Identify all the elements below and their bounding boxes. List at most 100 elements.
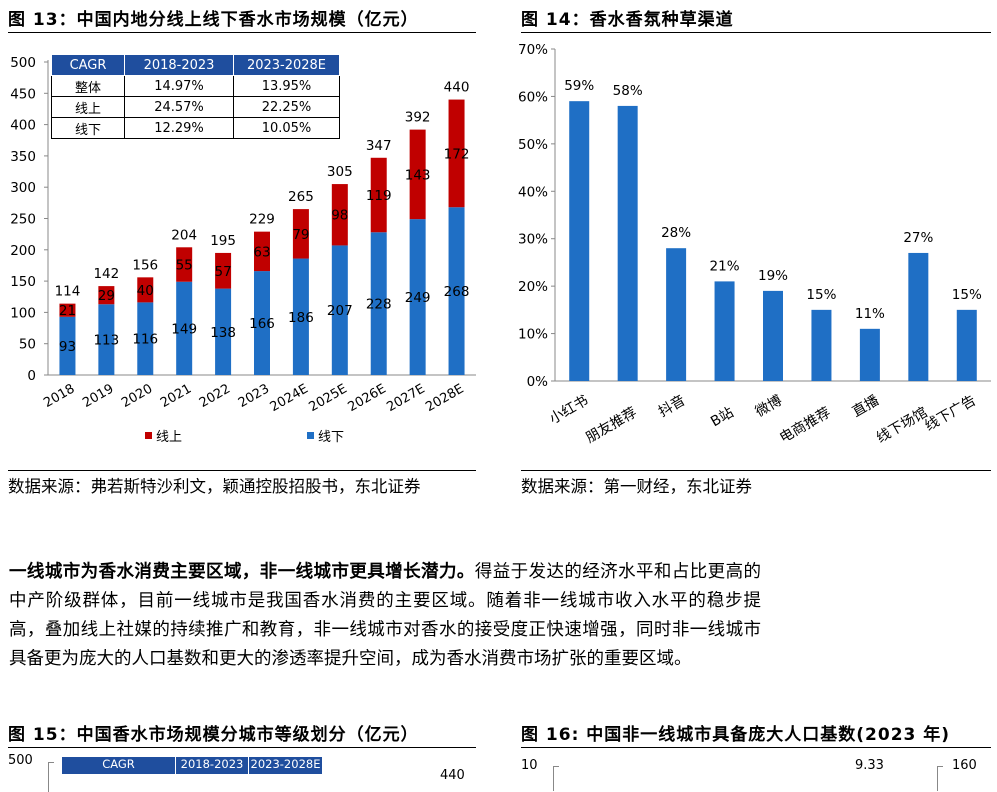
bar-online: [176, 247, 193, 282]
fig15-title-rule: [8, 747, 476, 748]
y-tick-label: 250: [10, 212, 36, 228]
cagr-cell: 12.29%: [124, 117, 234, 139]
fig16-right-axis-line: [937, 766, 938, 791]
data-label-total: 156: [132, 257, 158, 273]
data-label-total: 347: [366, 138, 392, 154]
fig15-cagr-header: CAGR: [62, 757, 176, 774]
x-tick-label: 2028E: [423, 381, 466, 415]
x-tick-label: 2020: [119, 381, 155, 411]
data-label-online: 21: [59, 303, 76, 319]
body-paragraph: 一线城市为香水消费主要区域，非一线城市更具增长潜力。得益于发达的经济水平和占比更…: [9, 558, 761, 674]
data-label-offline: 186: [288, 310, 314, 326]
bar-offline: [448, 207, 465, 375]
data-label-total: 114: [55, 284, 81, 300]
data-label-online: 29: [98, 288, 115, 304]
data-label-total: 229: [249, 212, 275, 228]
fig15-axis-top-label: 500: [8, 753, 33, 768]
paragraph-body: 得益于发达的经济水平和占比更高的中产阶级群体，目前一线城市是我国香水消费的主要区…: [9, 562, 761, 669]
data-label-online: 63: [253, 244, 270, 260]
data-label-online: 172: [444, 146, 470, 162]
bar: [617, 105, 638, 382]
data-label-online: 98: [331, 208, 348, 224]
bar: [956, 309, 977, 381]
y-tick-label: 30%: [518, 232, 548, 248]
cagr-cell: 14.97%: [124, 75, 234, 97]
data-label-total: 195: [210, 233, 236, 249]
cagr-header: CAGR: [51, 54, 125, 76]
bar-online: [292, 209, 309, 259]
fig13-title: 图 13：中国内地分线上线下香水市场规模（亿元）: [8, 10, 419, 30]
fig15-value-label: 440: [440, 768, 465, 783]
fig14-bar-chart: 0% 10% 20% 30% 40% 50% 60% 70% 59% 小红书 58% 朋友推荐 28% 抖…: [518, 42, 991, 447]
x-tick-label: 抖音: [655, 392, 688, 421]
fig16-value-label: 9.33: [855, 758, 884, 773]
y-tick-label: 50: [19, 337, 36, 353]
fig16-left-axis-top-label: 10: [521, 758, 538, 773]
fig13-source: 数据来源：弗若斯特沙利文，颖通控股招股书，东北证券: [8, 477, 421, 496]
fig15-title: 图 15：中国香水市场规模分城市等级划分（亿元）: [8, 725, 419, 745]
y-tick-label: 10%: [518, 327, 548, 343]
data-label-total: 204: [171, 227, 197, 243]
bar-online: [409, 129, 426, 220]
bar: [908, 252, 929, 381]
bar-online: [59, 303, 76, 317]
y-tick-label: 100: [10, 305, 36, 321]
y-tick-label: 40%: [518, 184, 548, 200]
x-tick-label: 电商推荐: [777, 405, 833, 447]
data-label-offline: 113: [93, 333, 119, 349]
x-tick-label: 2025E: [307, 381, 350, 415]
bar-offline: [409, 219, 426, 375]
data-label-online: 40: [137, 283, 154, 299]
bar-online: [137, 277, 154, 303]
bar-online: [331, 184, 348, 246]
fig13-bottom-rule: [8, 470, 476, 471]
y-tick-label: 200: [10, 243, 36, 259]
fig13-title-rule: [8, 32, 476, 33]
y-tick-label: 50%: [518, 137, 548, 153]
cagr-header: 2018-2023: [124, 54, 234, 76]
bar-offline: [176, 281, 193, 375]
x-tick-label: 2021: [158, 381, 194, 411]
fig15-cagr-header: 2018-2023: [176, 757, 249, 774]
legend-swatch-offline: [307, 432, 314, 439]
data-label: 15%: [806, 287, 836, 303]
fig14-bottom-rule: [521, 470, 991, 471]
data-label-offline: 149: [171, 321, 197, 337]
data-label-offline: 207: [327, 303, 353, 319]
y-tick-label: 70%: [518, 42, 548, 58]
data-label: 59%: [564, 78, 594, 94]
bar-offline: [215, 288, 232, 375]
bar-offline: [137, 302, 154, 375]
cagr-cell: 线上: [51, 96, 125, 118]
x-tick-label: 2018: [41, 381, 77, 411]
x-tick-label: 小红书: [547, 393, 591, 428]
x-tick-label: 2026E: [345, 381, 388, 415]
bar: [763, 290, 783, 381]
fig13-stacked-bar-chart: 0 50 100 150 200 250 300 350 400 450 500 93 21 114 201…: [10, 55, 476, 445]
data-label-online: 57: [214, 264, 231, 280]
fig16-right-axis-tick: [937, 766, 943, 767]
x-tick-label: 直播: [849, 392, 882, 421]
data-label: 27%: [903, 230, 933, 246]
bar-online: [448, 99, 465, 208]
y-tick-label: 500: [10, 55, 36, 71]
y-tick-label: 350: [10, 149, 36, 165]
data-label-offline: 116: [132, 332, 158, 348]
cagr-cell: 10.05%: [233, 117, 340, 139]
bar-online: [98, 286, 115, 305]
x-tick-label: 2019: [80, 381, 116, 411]
data-label: 21%: [710, 258, 740, 274]
x-tick-label: 2022: [197, 381, 233, 411]
bar-online: [370, 157, 387, 233]
bar: [714, 281, 735, 381]
y-tick-label: 450: [10, 86, 36, 102]
data-label-total: 305: [327, 164, 353, 180]
data-label: 11%: [855, 306, 885, 322]
x-tick-label: 线下场馆: [874, 405, 930, 447]
y-tick-label: 300: [10, 180, 36, 196]
data-label: 19%: [758, 268, 788, 284]
fig15-axis-tick: [48, 762, 54, 763]
data-label-offline: 93: [59, 339, 76, 355]
bar-offline: [292, 258, 309, 375]
fig14-title: 图 14：香水香氛种草渠道: [521, 10, 734, 30]
